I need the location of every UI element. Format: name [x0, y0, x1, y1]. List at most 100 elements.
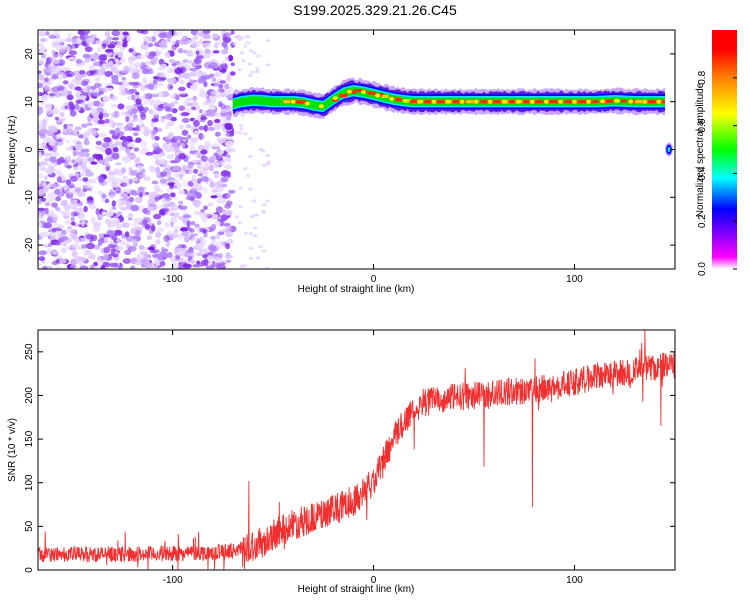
noise-blob: [153, 213, 162, 220]
noise-blob: [216, 196, 226, 204]
noise-blob: [42, 265, 48, 269]
colorbar-tick-label: 0.2: [697, 214, 708, 228]
noise-blob: [234, 215, 239, 219]
noise-blob: [98, 233, 104, 238]
noise-blob: [45, 31, 50, 36]
ridge-marker: [600, 99, 606, 104]
noise-blob: [80, 153, 88, 157]
noise-blob: [42, 67, 51, 73]
noise-blob: [72, 78, 77, 83]
noise-blob: [171, 108, 178, 114]
noise-blob: [98, 54, 105, 62]
noise-blob: [181, 244, 187, 249]
noise-blob: [63, 123, 68, 130]
noise-blob: [128, 196, 135, 203]
ridge-marker: [290, 99, 296, 104]
ridge-marker: [557, 99, 564, 104]
noise-blob: [73, 166, 78, 171]
noise-blob: [197, 77, 205, 84]
noise-blob: [83, 139, 90, 146]
noise-blob: [186, 49, 194, 57]
noise-blob: [88, 66, 96, 71]
noise-blob: [175, 182, 180, 186]
noise-blob: [109, 222, 116, 228]
noise-blob: [258, 245, 263, 249]
noise-blob: [135, 124, 140, 132]
noise-blob: [130, 204, 140, 212]
noise-blob: [177, 48, 184, 54]
noise-blob: [126, 35, 132, 42]
noise-blob: [125, 215, 133, 219]
noise-blob: [48, 236, 55, 240]
noise-blob: [84, 46, 93, 53]
noise-blob: [174, 135, 183, 141]
noise-blob: [149, 93, 159, 98]
noise-blob: [196, 183, 201, 190]
noise-blob: [200, 155, 208, 162]
noise-blob: [140, 258, 148, 265]
colorbar-gradient: [712, 30, 737, 269]
y-tick-label: 100: [24, 474, 35, 491]
noise-blob: [160, 171, 168, 177]
noise-blob: [197, 178, 202, 184]
noise-blob: [165, 240, 171, 248]
noise-blob: [104, 71, 113, 77]
noise-blob: [192, 264, 202, 268]
noise-blob: [38, 70, 42, 74]
noise-blob: [79, 172, 86, 176]
noise-blob: [57, 210, 65, 214]
noise-blob: [90, 107, 98, 114]
noise-blob: [111, 74, 119, 81]
noise-blob: [62, 102, 70, 106]
noise-blob: [78, 207, 84, 215]
noise-blob: [108, 170, 117, 176]
frequency-ridge: [232, 77, 666, 120]
noise-blob: [134, 229, 142, 237]
noise-blob: [261, 209, 266, 213]
noise-blob: [101, 211, 108, 216]
noise-blob: [66, 94, 74, 101]
noise-blob: [193, 233, 199, 237]
ridge-marker: [360, 90, 367, 95]
noise-blob: [166, 146, 174, 150]
noise-blob: [49, 230, 59, 237]
noise-blob: [96, 47, 102, 52]
noise-blob: [87, 101, 94, 108]
noise-blob: [265, 153, 270, 158]
noise-blob: [210, 223, 217, 231]
noise-blob: [120, 70, 129, 74]
noise-speckle: [38, 30, 271, 269]
noise-blob: [237, 221, 242, 225]
noise-blob: [64, 70, 70, 76]
noise-blob: [143, 176, 152, 181]
noise-blob: [92, 92, 102, 97]
noise-blob: [58, 233, 65, 238]
noise-blob: [203, 232, 208, 238]
noise-blob: [55, 66, 61, 73]
noise-blob: [92, 53, 99, 61]
noise-blob: [108, 60, 114, 68]
noise-blob: [40, 161, 48, 166]
noise-blob: [48, 62, 55, 68]
noise-blob: [203, 170, 209, 177]
noise-blob: [159, 260, 166, 267]
noise-blob: [62, 242, 67, 247]
noise-blob: [82, 177, 89, 182]
noise-blob: [155, 159, 160, 166]
ridge-marker: [389, 96, 395, 101]
noise-blob: [83, 205, 88, 213]
noise-blob: [221, 49, 229, 55]
noise-blob: [131, 72, 140, 80]
noise-blob: [128, 88, 138, 94]
noise-blob: [164, 125, 169, 130]
noise-blob: [40, 100, 46, 106]
noise-blob: [88, 252, 95, 259]
noise-blob: [189, 67, 198, 72]
noise-blob: [199, 37, 204, 43]
noise-blob: [155, 262, 160, 267]
noise-blob: [65, 146, 73, 151]
noise-blob: [99, 132, 107, 138]
noise-blob: [140, 123, 145, 128]
noise-blob: [90, 216, 96, 224]
noise-blob: [118, 92, 127, 96]
